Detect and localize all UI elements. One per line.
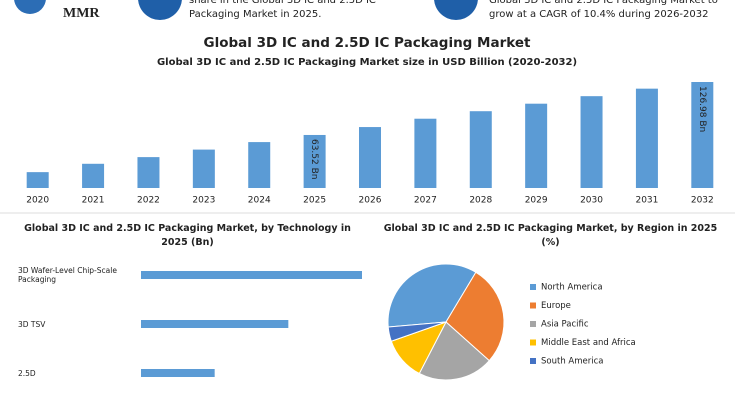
- x-tick-label: 2028: [469, 196, 492, 206]
- x-tick-label: 2032: [691, 196, 714, 206]
- x-tick-label: 2031: [635, 196, 658, 206]
- bar: [359, 127, 381, 188]
- bar: [141, 369, 215, 377]
- legend-swatch: [530, 284, 536, 290]
- note-left: share in the Global 3D IC and 2.5D IC Pa…: [189, 0, 376, 22]
- x-tick-label: 2026: [359, 196, 382, 206]
- chart-title: Global 3D IC and 2.5D IC Packaging Marke…: [383, 223, 718, 248]
- bar: [26, 172, 49, 188]
- x-tick-label: 2027: [414, 196, 437, 206]
- bar: [141, 271, 362, 279]
- bar: [691, 82, 714, 188]
- x-tick-label: 2020: [26, 196, 49, 206]
- legend-label: North America: [541, 283, 603, 293]
- chart-subtitle: Global 3D IC and 2.5D IC Packaging Marke…: [157, 57, 577, 68]
- note-right: Global 3D IC and 2.5D IC Packaging Marke…: [489, 0, 718, 22]
- note-line: share in the Global 3D IC and 2.5D IC: [189, 0, 376, 6]
- value-label: 126.98 Bn: [697, 86, 707, 132]
- x-tick-label: 2023: [192, 196, 215, 206]
- legend-label: Middle East and Africa: [541, 338, 636, 348]
- logo-text: MMR: [63, 6, 100, 21]
- x-tick-label: 2025: [303, 196, 326, 206]
- bar: [248, 142, 271, 188]
- bar: [137, 157, 160, 188]
- x-tick-label: 2024: [248, 196, 271, 206]
- x-tick-label: 2030: [580, 196, 603, 206]
- bar: [469, 111, 492, 188]
- category-label: 2.5D: [18, 368, 36, 378]
- chart-title: Global 3D IC and 2.5D IC Packaging Marke…: [24, 223, 351, 248]
- main-title: Global 3D IC and 2.5D IC Packaging Marke…: [204, 35, 532, 51]
- pie-slice: [445, 271, 505, 362]
- x-tick-label: 2021: [82, 196, 105, 206]
- bar: [525, 103, 548, 188]
- note-line: Packaging Market in 2025.: [189, 9, 322, 20]
- legend-label: Europe: [541, 301, 571, 311]
- icon: [138, 0, 182, 20]
- bar: [141, 320, 289, 328]
- legend-swatch: [530, 339, 536, 346]
- bar: [580, 96, 603, 188]
- legend-swatch: [530, 321, 536, 327]
- pie-slice: [387, 321, 447, 342]
- pie-slice: [387, 263, 477, 328]
- value-label: 63.52 Bn: [309, 139, 319, 180]
- logo-globe: [14, 0, 46, 14]
- bar: [635, 88, 658, 188]
- icon: [434, 0, 478, 20]
- note-line: grow at a CAGR of 10.4% during 2026-2032: [489, 9, 709, 20]
- category-label: 3D Wafer-Level Chip-Scale Packaging: [18, 266, 117, 284]
- category-label: 3D TSV: [18, 319, 46, 329]
- legend-label: Asia Pacific: [541, 320, 589, 330]
- x-tick-label: 2022: [137, 196, 160, 206]
- note-line: Global 3D IC and 2.5D IC Packaging Marke…: [489, 0, 718, 6]
- bar: [303, 134, 326, 188]
- bar: [82, 163, 105, 188]
- pie-slice: [418, 321, 490, 381]
- legend-label: South America: [541, 357, 603, 367]
- bar: [414, 118, 437, 188]
- legend-swatch: [530, 358, 536, 364]
- bar: [192, 149, 215, 188]
- x-tick-label: 2029: [525, 196, 548, 206]
- legend-swatch: [530, 302, 536, 309]
